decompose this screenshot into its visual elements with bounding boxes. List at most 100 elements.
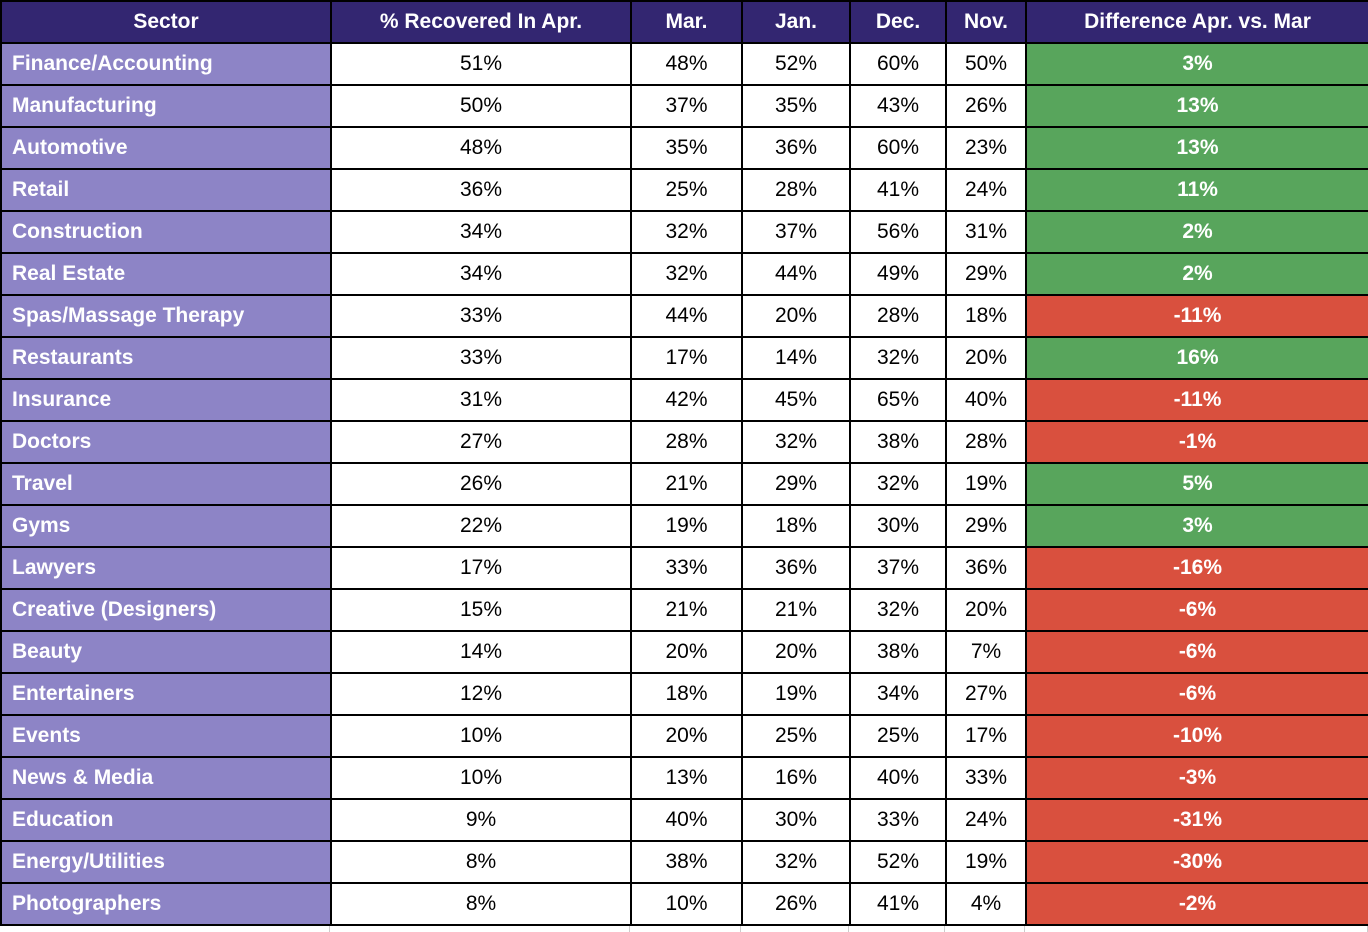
nov-value-cell: 31% — [945, 210, 1027, 254]
table-row: Spas/Massage Therapy 33% 44% 20% 28% 18%… — [0, 294, 1368, 338]
dec-value-cell: 37% — [849, 546, 947, 590]
mar-value-cell: 37% — [630, 84, 743, 128]
dec-value-cell: 65% — [849, 378, 947, 422]
header-row: Sector % Recovered In Apr. Mar. Jan. Dec… — [0, 0, 1368, 44]
nov-value-cell: 29% — [945, 252, 1027, 296]
dec-value-cell: 52% — [849, 840, 947, 884]
apr-value-cell: 10% — [330, 714, 632, 758]
apr-value-cell: 34% — [330, 210, 632, 254]
apr-value-cell: 9% — [330, 798, 632, 842]
table-row: Energy/Utilities 8% 38% 32% 52% 19% -30% — [0, 840, 1368, 884]
sector-cell: Insurance — [0, 378, 332, 422]
difference-cell: -3% — [1025, 756, 1368, 800]
table-row: Manufacturing 50% 37% 35% 43% 26% 13% — [0, 84, 1368, 128]
nov-value-cell: 19% — [945, 462, 1027, 506]
difference-cell: 13% — [1025, 84, 1368, 128]
difference-cell: 2% — [1025, 210, 1368, 254]
apr-value-cell: 31% — [330, 378, 632, 422]
apr-value-cell: 8% — [330, 840, 632, 884]
nov-value-cell: 26% — [945, 84, 1027, 128]
gridline-segment — [741, 926, 849, 932]
dec-value-cell: 32% — [849, 336, 947, 380]
difference-cell: 5% — [1025, 462, 1368, 506]
nov-value-cell: 27% — [945, 672, 1027, 716]
table-row: Restaurants 33% 17% 14% 32% 20% 16% — [0, 336, 1368, 380]
table-row: Construction 34% 32% 37% 56% 31% 2% — [0, 210, 1368, 254]
gridline-segment — [630, 926, 741, 932]
difference-cell: 3% — [1025, 504, 1368, 548]
nov-value-cell: 33% — [945, 756, 1027, 800]
table-row: Doctors 27% 28% 32% 38% 28% -1% — [0, 420, 1368, 464]
difference-cell: 11% — [1025, 168, 1368, 212]
mar-value-cell: 19% — [630, 504, 743, 548]
dec-value-cell: 40% — [849, 756, 947, 800]
difference-cell: -2% — [1025, 882, 1368, 926]
nov-value-cell: 19% — [945, 840, 1027, 884]
sector-cell: Restaurants — [0, 336, 332, 380]
table-row: Education 9% 40% 30% 33% 24% -31% — [0, 798, 1368, 842]
mar-value-cell: 28% — [630, 420, 743, 464]
jan-value-cell: 21% — [741, 588, 851, 632]
nov-value-cell: 29% — [945, 504, 1027, 548]
sector-cell: Travel — [0, 462, 332, 506]
difference-cell: -31% — [1025, 798, 1368, 842]
jan-value-cell: 52% — [741, 42, 851, 86]
difference-cell: -6% — [1025, 588, 1368, 632]
jan-value-cell: 18% — [741, 504, 851, 548]
mar-value-cell: 20% — [630, 630, 743, 674]
sector-cell: Photographers — [0, 882, 332, 926]
apr-value-cell: 27% — [330, 420, 632, 464]
mar-value-cell: 32% — [630, 210, 743, 254]
jan-value-cell: 44% — [741, 252, 851, 296]
dec-value-cell: 43% — [849, 84, 947, 128]
apr-value-cell: 36% — [330, 168, 632, 212]
jan-value-cell: 28% — [741, 168, 851, 212]
dec-value-cell: 34% — [849, 672, 947, 716]
mar-value-cell: 18% — [630, 672, 743, 716]
gridline-segment — [1025, 926, 1368, 932]
difference-cell: 3% — [1025, 42, 1368, 86]
difference-cell: -6% — [1025, 630, 1368, 674]
apr-value-cell: 12% — [330, 672, 632, 716]
gridline-segment — [945, 926, 1025, 932]
apr-value-cell: 10% — [330, 756, 632, 800]
mar-value-cell: 48% — [630, 42, 743, 86]
column-header-sector: Sector — [0, 0, 332, 44]
gridline-segment — [849, 926, 945, 932]
mar-value-cell: 38% — [630, 840, 743, 884]
apr-value-cell: 26% — [330, 462, 632, 506]
apr-value-cell: 8% — [330, 882, 632, 926]
column-header-mar: Mar. — [630, 0, 743, 44]
apr-value-cell: 17% — [330, 546, 632, 590]
dec-value-cell: 28% — [849, 294, 947, 338]
dec-value-cell: 38% — [849, 420, 947, 464]
difference-cell: -11% — [1025, 378, 1368, 422]
jan-value-cell: 37% — [741, 210, 851, 254]
jan-value-cell: 19% — [741, 672, 851, 716]
column-header-difference: Difference Apr. vs. Mar — [1025, 0, 1368, 44]
nov-value-cell: 50% — [945, 42, 1027, 86]
mar-value-cell: 33% — [630, 546, 743, 590]
difference-cell: -6% — [1025, 672, 1368, 716]
nov-value-cell: 18% — [945, 294, 1027, 338]
jan-value-cell: 20% — [741, 630, 851, 674]
mar-value-cell: 13% — [630, 756, 743, 800]
dec-value-cell: 41% — [849, 168, 947, 212]
nov-value-cell: 7% — [945, 630, 1027, 674]
jan-value-cell: 36% — [741, 546, 851, 590]
column-header-nov: Nov. — [945, 0, 1027, 44]
table-row: Insurance 31% 42% 45% 65% 40% -11% — [0, 378, 1368, 422]
mar-value-cell: 44% — [630, 294, 743, 338]
column-header-dec: Dec. — [849, 0, 947, 44]
jan-value-cell: 16% — [741, 756, 851, 800]
nov-value-cell: 28% — [945, 420, 1027, 464]
table-row: Real Estate 34% 32% 44% 49% 29% 2% — [0, 252, 1368, 296]
nov-value-cell: 40% — [945, 378, 1027, 422]
dec-value-cell: 49% — [849, 252, 947, 296]
sector-cell: Energy/Utilities — [0, 840, 332, 884]
dec-value-cell: 38% — [849, 630, 947, 674]
nov-value-cell: 36% — [945, 546, 1027, 590]
mar-value-cell: 21% — [630, 588, 743, 632]
sector-cell: Construction — [0, 210, 332, 254]
